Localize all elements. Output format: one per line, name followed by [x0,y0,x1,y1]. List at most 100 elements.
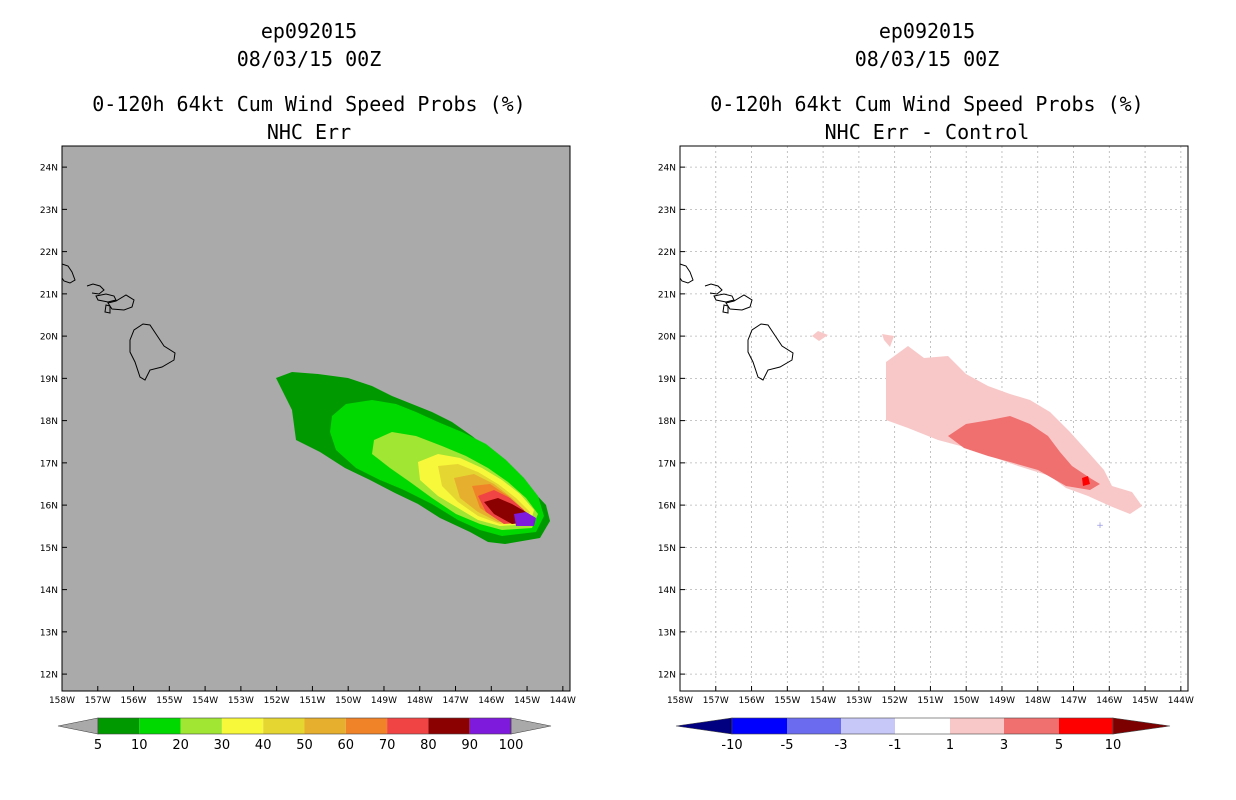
lat-label: 19N [658,375,676,385]
storm-id: ep092015 [878,19,976,43]
panel-subtitle: NHC Err - Control [824,120,1030,144]
lon-label: 153W [228,696,254,706]
product-title: 0-120h 64kt Cum Wind Speed Probs (%) [710,92,1144,116]
lat-label: 21N [658,290,676,300]
colorbar-label: 70 [379,738,396,753]
maui-island [107,294,135,311]
lon-label: 145W [1132,696,1158,706]
lon-label: 150W [335,696,361,706]
molokai-island [713,293,735,303]
lon-label: 147W [442,696,468,706]
lat-label: 22N [658,248,676,258]
lon-label: 144W [550,696,576,706]
colorbar-label: -5 [781,738,794,753]
lanai-island [104,304,111,314]
lon-label: 152W [882,696,908,706]
diff-1-3-contour [812,331,828,341]
colorbar-label: 60 [338,738,355,753]
axis-labels: 24N 23N 22N 21N 20N 19N 18N 17N 16N 15N 14N 13N 12N 1… [40,164,576,706]
lon-label: 147W [1060,696,1086,706]
lat-label: 23N [40,206,58,216]
colorbar-label: 50 [296,738,313,753]
map-frame [679,145,1189,692]
left-panel: ep092015 08/03/15 00Z 0-120h 64kt Cum Wi… [40,19,576,753]
molokai-island [95,293,117,303]
colorbar-label: 5 [94,738,102,753]
lon-label: 155W [774,696,800,706]
lon-label: 150W [953,696,979,706]
probability-contours [276,372,550,544]
colorbar-label: 30 [214,738,231,753]
colorbar: -10 -5 -3 -1 1 3 5 10 [675,717,1171,753]
colorbar-bin-80-90 [428,718,470,734]
lat-label: 23N [658,206,676,216]
colorbar-label: 80 [420,738,437,753]
lon-label: 157W [703,696,729,706]
colorbar-labels: 5 10 20 30 40 50 60 70 80 90 100 [94,738,524,753]
lat-label: 12N [40,671,58,681]
lat-label: 15N [658,544,676,554]
lat-label: 17N [40,459,58,469]
lon-label: 157W [85,696,111,706]
colorbar: 5 10 20 30 40 50 60 70 80 90 100 [57,717,552,753]
colorbar-bin-70-80 [387,718,429,734]
axis-labels: 24N 23N 22N 21N 20N 19N 18N 17N 16N 15N 14N 13N 12N 1… [658,164,1194,706]
lon-label: 144W [1168,696,1194,706]
colorbar-border [731,717,1114,735]
difference-contours [812,331,1142,514]
right-panel: ep092015 08/03/15 00Z 0-120h 64kt Cum Wi… [618,0,1236,800]
date-time: 08/03/15 00Z [236,47,382,71]
lon-label: 154W [810,696,836,706]
colorbar-bin-90-100 [469,718,511,734]
colorbar-label: 10 [131,738,148,753]
diff-3-5-contour [948,416,1100,490]
colorbar-bin-10-20 [139,718,181,734]
colorbar-label: 20 [172,738,189,753]
colorbar-bin [841,718,895,734]
lon-label: 155W [156,696,182,706]
lanai-island [722,304,729,314]
lon-label: 149W [989,696,1015,706]
lat-label: 24N [658,164,676,174]
lat-label: 13N [658,628,676,638]
lat-label: 21N [40,290,58,300]
lat-label: 14N [40,586,58,596]
colorbar-label: 3 [1000,738,1008,753]
prob-90-contour [514,512,536,526]
lon-label: 148W [1025,696,1051,706]
colorbar-bin-60-70 [345,718,388,734]
colorbar-bin-5-10 [98,718,140,734]
colorbar-label: 1 [946,738,954,753]
colorbar-label: 5 [1055,738,1063,753]
lat-label: 18N [40,417,58,427]
lon-label: 148W [407,696,433,706]
colorbar-above-arrow [1112,717,1171,735]
maui-island [725,294,753,311]
colorbar-label: -3 [835,738,848,753]
colorbar-below-arrow [57,717,99,735]
diff-1-3-contour [882,334,894,347]
map-frame [61,145,571,692]
oahu-island [704,283,723,295]
lon-label: 158W [667,696,693,706]
lat-label: 22N [40,248,58,258]
gridlines [679,146,1188,691]
lat-label: 18N [658,417,676,427]
lon-label: 158W [49,696,75,706]
hawaii-coastline [61,263,176,381]
colorbar-bin [950,718,1004,734]
lon-label: 146W [478,696,504,706]
negative-marker: + [1096,521,1104,531]
colorbar-bin-30-40 [221,718,264,734]
colorbar-label: -1 [889,738,902,753]
lat-label: 13N [40,628,58,638]
panel-subtitle: NHC Err [266,120,352,144]
colorbar-label: -10 [721,738,742,753]
oahu-island [86,283,105,295]
big-island [747,323,794,381]
lon-label: 151W [917,696,943,706]
lon-label: 145W [514,696,540,706]
lon-label: 154W [192,696,218,706]
colorbar-bin [732,718,787,734]
big-island [129,323,176,381]
